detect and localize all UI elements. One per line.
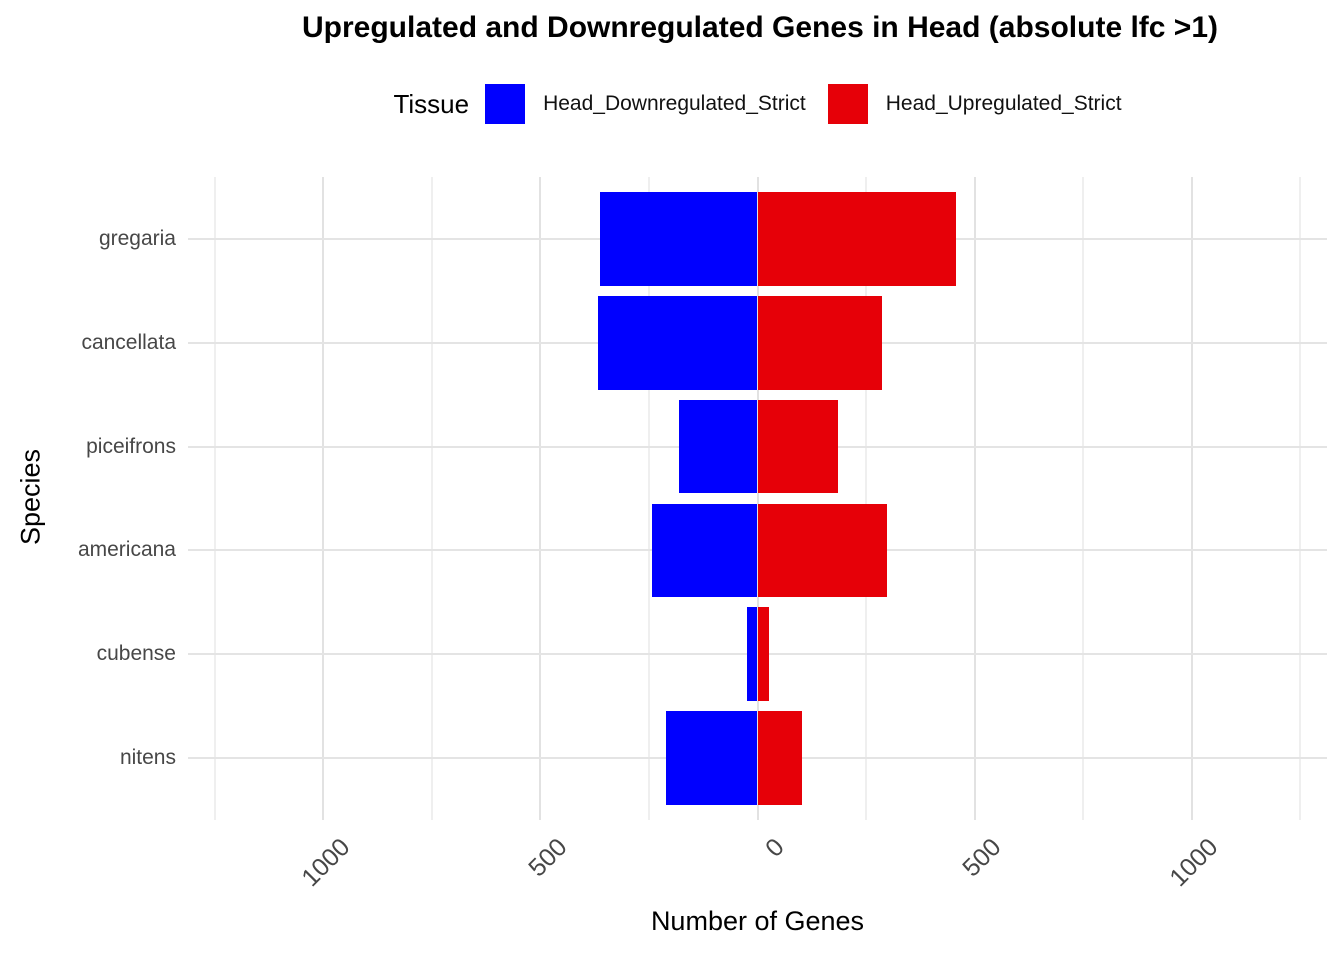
y-tick-label-nitens: nitens xyxy=(119,745,176,769)
legend-item-downregulated: Head_Downregulated_Strict xyxy=(485,84,806,124)
legend-title: Tissue xyxy=(393,88,470,119)
plot-panel xyxy=(188,177,1327,820)
bar-cubense-downregulated xyxy=(747,607,758,701)
legend-swatch-red-icon xyxy=(827,84,868,124)
gridline-minor xyxy=(430,177,433,820)
chart-title: Upregulated and Downregulated Genes in H… xyxy=(302,11,1218,44)
legend-swatch-blue-icon xyxy=(485,84,526,124)
x-axis-title: Number of Genes xyxy=(650,906,865,936)
x-tick-label-1000: 1000 xyxy=(1164,833,1224,893)
bar-cancellata-upregulated xyxy=(757,296,883,390)
x-tick-label-1000: 1000 xyxy=(296,833,356,893)
bar-americana-upregulated xyxy=(757,503,887,598)
y-tick-label-americana: americana xyxy=(77,538,176,562)
bar-americana-downregulated xyxy=(652,503,758,598)
bar-cubense-upregulated xyxy=(757,607,770,701)
gridline-minor xyxy=(1082,177,1085,820)
gridline-minor xyxy=(865,177,868,820)
bar-nitens-downregulated xyxy=(666,711,758,805)
gridline-minor xyxy=(647,177,650,820)
legend-label-downregulated: Head_Downregulated_Strict xyxy=(543,92,806,115)
legend-label-upregulated: Head_Upregulated_Strict xyxy=(885,92,1122,115)
x-tick-label-0: 0 xyxy=(759,833,790,863)
y-axis-labels: gregaria cancellata piceifrons americana cub… xyxy=(0,177,176,820)
gridline-minor xyxy=(1299,177,1302,820)
gridline-major xyxy=(322,177,325,820)
gridline-minor xyxy=(213,177,216,820)
gridline-major xyxy=(1190,177,1193,820)
x-tick-label-500: 500 xyxy=(522,833,573,883)
gridline-major xyxy=(756,177,759,820)
y-tick-label-cancellata: cancellata xyxy=(81,330,176,354)
bar-piceifrons-downregulated xyxy=(679,399,758,494)
bar-nitens-upregulated xyxy=(757,711,802,805)
gridline-major xyxy=(539,177,542,820)
bar-cancellata-downregulated xyxy=(597,296,758,390)
bar-piceifrons-upregulated xyxy=(757,399,838,494)
y-tick-label-piceifrons: piceifrons xyxy=(86,434,176,458)
x-tick-label-500: 500 xyxy=(957,833,1007,883)
y-tick-label-gregaria: gregaria xyxy=(98,227,176,251)
bar-gregaria-downregulated xyxy=(599,192,758,286)
legend: Tissue Head_Downregulated_Strict Head_Up… xyxy=(188,82,1327,126)
legend-item-upregulated: Head_Upregulated_Strict xyxy=(827,84,1122,124)
gridline-major xyxy=(973,177,976,820)
y-tick-label-cubense: cubense xyxy=(96,642,176,666)
bar-gregaria-upregulated xyxy=(757,192,956,286)
